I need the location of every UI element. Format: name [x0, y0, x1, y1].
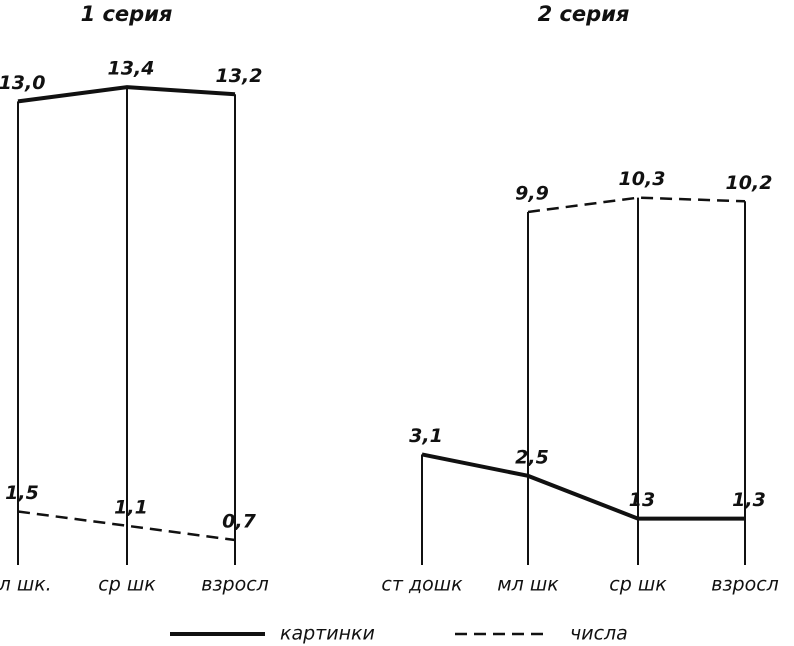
x-tick-label: ср шк	[609, 574, 667, 596]
data-label: 13,0	[0, 72, 45, 94]
legend-label: картинки	[280, 623, 375, 645]
data-label: 10,2	[726, 172, 773, 194]
data-label: 9,9	[515, 182, 549, 204]
legend-label: числа	[570, 623, 628, 645]
data-label: 10,3	[619, 168, 666, 190]
x-tick-label: мл шк.	[0, 574, 52, 596]
data-label: 1,5	[5, 482, 39, 504]
data-label: 13,4	[108, 58, 155, 80]
series-line	[527, 196, 746, 214]
x-tick-label: взросл	[201, 574, 269, 596]
series-line	[17, 85, 236, 104]
x-tick-label: мл шк	[497, 574, 559, 596]
x-tick-label: ср шк	[98, 574, 156, 596]
chart-title: 1 серия	[81, 2, 173, 26]
x-tick-label: взросл	[711, 574, 779, 596]
series-line	[17, 510, 236, 542]
series-line	[421, 452, 745, 521]
data-label: 1,3	[732, 489, 766, 511]
data-label: 1,1	[114, 496, 148, 518]
data-label: 0,7	[222, 511, 256, 533]
chart-title: 2 серия	[538, 2, 630, 26]
data-label: 3,1	[409, 425, 443, 447]
data-label: 13	[629, 489, 655, 511]
data-label: 13,2	[216, 65, 263, 87]
data-label: 2,5	[515, 446, 549, 468]
x-tick-label: ст дошк	[381, 574, 463, 596]
